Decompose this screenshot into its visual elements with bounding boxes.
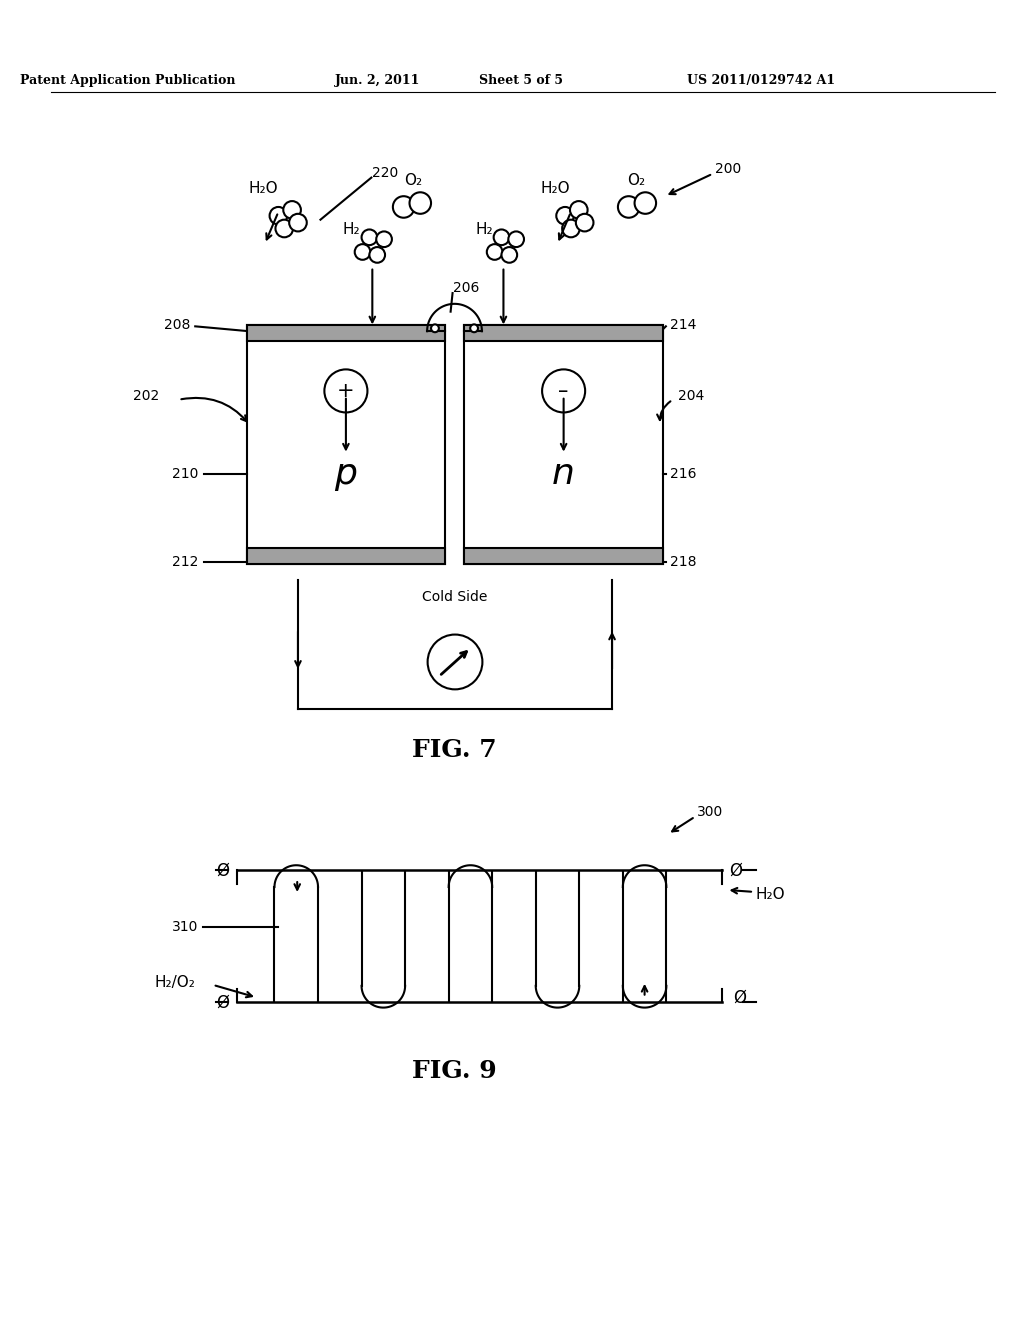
Circle shape xyxy=(325,370,368,412)
Text: 212: 212 xyxy=(172,556,199,569)
Text: FIG. 9: FIG. 9 xyxy=(412,1059,497,1082)
Text: 204: 204 xyxy=(678,389,703,403)
Bar xyxy=(464,548,663,564)
Circle shape xyxy=(428,635,482,689)
Circle shape xyxy=(275,219,293,238)
Text: H₂: H₂ xyxy=(475,222,493,238)
Text: p: p xyxy=(335,457,357,491)
Text: 210: 210 xyxy=(172,467,199,480)
Bar xyxy=(247,548,444,564)
Text: Sheet 5 of 5: Sheet 5 of 5 xyxy=(479,74,563,87)
Text: +: + xyxy=(337,381,354,401)
Text: 206: 206 xyxy=(453,281,479,296)
Text: Cold Side: Cold Side xyxy=(422,590,487,605)
Circle shape xyxy=(376,231,392,247)
Text: 200: 200 xyxy=(715,162,741,176)
Circle shape xyxy=(570,201,588,219)
Bar xyxy=(464,325,663,564)
Text: H₂/O₂: H₂/O₂ xyxy=(155,975,195,990)
Circle shape xyxy=(431,325,439,333)
Circle shape xyxy=(470,325,478,333)
Text: FIG. 7: FIG. 7 xyxy=(413,738,497,762)
Text: US 2011/0129742 A1: US 2011/0129742 A1 xyxy=(687,74,835,87)
Text: 218: 218 xyxy=(670,556,696,569)
Text: H₂: H₂ xyxy=(343,222,360,238)
Text: 208: 208 xyxy=(164,318,190,333)
Circle shape xyxy=(562,219,580,238)
Text: 220: 220 xyxy=(373,166,398,180)
Circle shape xyxy=(542,370,585,412)
Circle shape xyxy=(575,214,594,231)
Text: 300: 300 xyxy=(697,805,723,818)
Circle shape xyxy=(361,230,377,246)
Bar xyxy=(247,325,444,564)
Bar xyxy=(247,325,444,341)
Circle shape xyxy=(410,193,431,214)
Circle shape xyxy=(284,201,301,219)
Circle shape xyxy=(289,214,307,231)
Text: H₂O: H₂O xyxy=(756,887,785,903)
Text: 214: 214 xyxy=(670,318,696,333)
Text: O₂: O₂ xyxy=(628,173,645,187)
Text: Ø: Ø xyxy=(729,862,742,879)
Text: O₂: O₂ xyxy=(404,173,423,187)
Text: H₂O: H₂O xyxy=(249,181,279,195)
Text: 202: 202 xyxy=(133,389,159,403)
Bar xyxy=(464,325,663,341)
Circle shape xyxy=(393,197,415,218)
Circle shape xyxy=(617,197,639,218)
Circle shape xyxy=(354,244,371,260)
Text: –: – xyxy=(558,381,568,401)
Circle shape xyxy=(486,244,503,260)
Text: 310: 310 xyxy=(172,920,199,933)
Circle shape xyxy=(556,207,573,224)
Circle shape xyxy=(494,230,509,246)
Circle shape xyxy=(269,207,287,224)
Text: n: n xyxy=(552,457,575,491)
Text: Ø: Ø xyxy=(216,994,229,1011)
Text: Ø: Ø xyxy=(216,862,229,879)
Text: H₂O: H₂O xyxy=(541,181,570,195)
Text: Ø: Ø xyxy=(733,989,746,1007)
Circle shape xyxy=(508,231,524,247)
Text: Patent Application Publication: Patent Application Publication xyxy=(19,74,236,87)
Circle shape xyxy=(502,247,517,263)
Circle shape xyxy=(635,193,656,214)
Circle shape xyxy=(370,247,385,263)
Text: Jun. 2, 2011: Jun. 2, 2011 xyxy=(335,74,420,87)
Text: 216: 216 xyxy=(670,467,696,480)
